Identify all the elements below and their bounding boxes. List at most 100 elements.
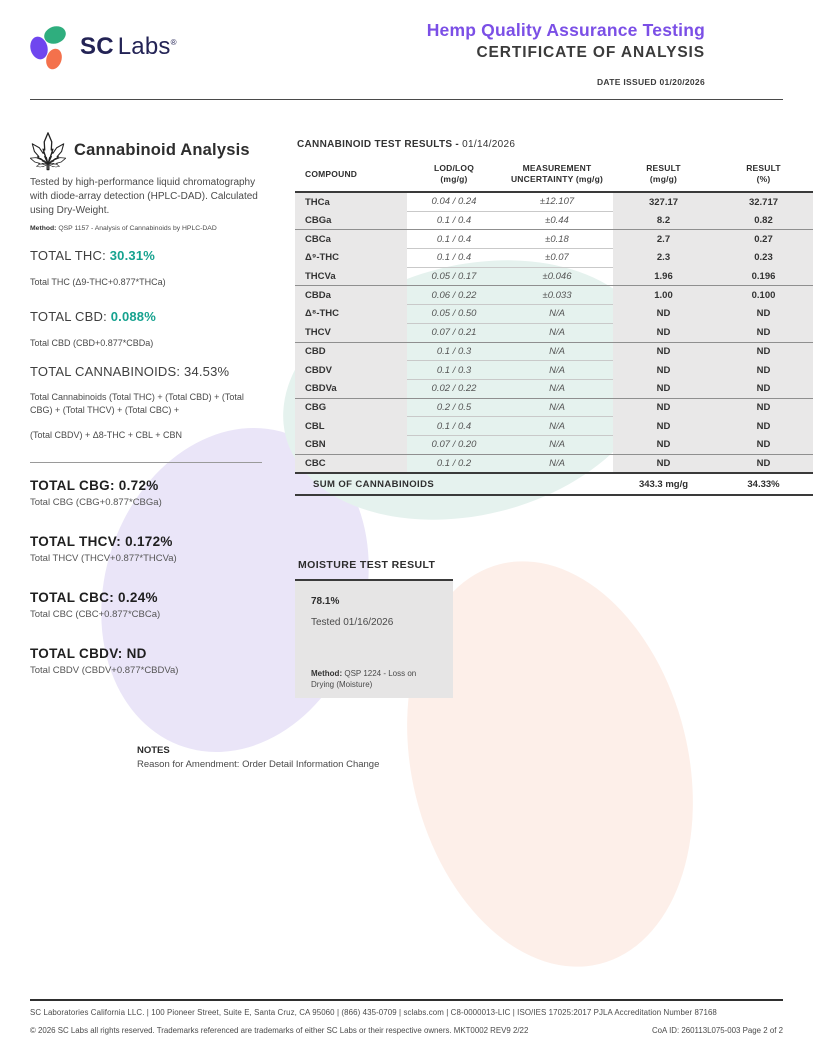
logo-labs: Labs <box>117 33 171 60</box>
total-cbdv-label: TOTAL CBDV: ND <box>30 646 147 661</box>
compound-cell: THCVa <box>295 267 407 287</box>
compound-cell: CBG <box>295 398 407 417</box>
result-mgg-cell: ND <box>613 454 714 474</box>
total-cannabinoids-formula-2: (Total CBDV) + Δ8-THC + CBL + CBN <box>30 430 182 440</box>
total-thcv-block: TOTAL THCV: 0.172% Total THCV (THCV+0.87… <box>30 534 262 564</box>
cannabinoid-analysis-section: Cannabinoid Analysis Tested by high-perf… <box>30 130 262 676</box>
sum-label: SUM OF CANNABINOIDS <box>295 472 613 497</box>
document-title: Hemp Quality Assurance Testing <box>426 20 705 40</box>
cannabis-leaf-icon <box>30 132 66 171</box>
result-pct-cell: 0.27 <box>714 229 813 249</box>
sum-result-mgg: 343.3 mg/g <box>613 472 714 497</box>
notes-section: NOTES Reason for Amendment: Order Detail… <box>137 745 379 770</box>
notes-title: NOTES <box>137 745 170 756</box>
result-mgg-cell: 1.96 <box>613 267 714 287</box>
document-subtitle: CERTIFICATE OF ANALYSIS <box>476 44 705 61</box>
lod-loq-cell: 0.1 / 0.4 <box>407 229 501 250</box>
column-header-compound: COMPOUND <box>295 160 407 193</box>
section-header: Cannabinoid Analysis <box>30 130 262 171</box>
total-cannabinoids-line: TOTAL CANNABINOIDS: 34.53% <box>30 364 230 379</box>
uncertainty-cell: ±0.033 <box>501 285 613 306</box>
left-column-divider <box>30 462 262 463</box>
lod-loq-cell: 0.07 / 0.21 <box>407 323 501 343</box>
uncertainty-cell: N/A <box>501 323 613 343</box>
table-title-date: 01/14/2026 <box>462 139 516 150</box>
method-label: Method: <box>30 225 57 232</box>
moisture-test-section: MOISTURE TEST RESULT 78.1% Tested 01/16/… <box>295 559 453 698</box>
result-mgg-cell: ND <box>613 398 714 417</box>
uncertainty-cell: N/A <box>501 454 613 474</box>
lod-loq-cell: 0.1 / 0.2 <box>407 454 501 474</box>
result-pct-cell: ND <box>714 454 813 474</box>
table-row: CBGa 0.1 / 0.4 ±0.44 8.2 0.82 <box>295 211 813 231</box>
total-thcv-label: TOTAL THCV: 0.172% <box>30 534 173 549</box>
total-thc-line: TOTAL THC: 30.31% <box>30 248 262 263</box>
moisture-method: Method: QSP 1224 - Loss on Drying (Moist… <box>311 668 437 690</box>
total-thc-value: 30.31% <box>109 248 156 263</box>
result-pct-cell: ND <box>714 379 813 399</box>
table-header: COMPOUND LOD/LOQ (mg/g) MEASUREMENT UNCE… <box>295 160 813 193</box>
footer-coa-id: CoA ID: 260113L075-003 Page 2 of 2 <box>651 1026 783 1035</box>
result-pct-cell: 0.100 <box>714 285 813 305</box>
result-pct-cell: ND <box>714 416 813 436</box>
result-mgg-cell: ND <box>613 360 714 380</box>
table-row: THCVa 0.05 / 0.17 ±0.046 1.96 0.196 <box>295 267 813 287</box>
compound-cell: CBDVa <box>295 379 407 399</box>
moisture-divider <box>295 579 453 581</box>
compound-cell: CBL <box>295 416 407 436</box>
table-row: CBD 0.1 / 0.3 N/A ND ND <box>295 342 813 362</box>
table-row: THCV 0.07 / 0.21 N/A ND ND <box>295 323 813 343</box>
uncertainty-cell: ±0.07 <box>501 248 613 268</box>
uncertainty-cell: N/A <box>501 304 613 324</box>
result-pct-cell: 0.82 <box>714 211 813 231</box>
cannabinoid-test-results-section: CANNABINOID TEST RESULTS - 01/14/2026 CO… <box>295 139 813 497</box>
moisture-tested-date: Tested 01/16/2026 <box>311 617 394 628</box>
lod-loq-cell: 0.1 / 0.3 <box>407 342 501 362</box>
compound-cell: THCV <box>295 323 407 343</box>
result-pct-cell: ND <box>714 435 813 455</box>
compound-cell: CBCa <box>295 229 407 249</box>
result-pct-cell: ND <box>714 360 813 380</box>
table-row: CBG 0.2 / 0.5 N/A ND ND <box>295 398 813 418</box>
registered-mark: ® <box>170 38 177 47</box>
lod-loq-cell: 0.06 / 0.22 <box>407 285 501 306</box>
table-row: Δ⁹-THC 0.1 / 0.4 ±0.07 2.3 0.23 <box>295 248 813 268</box>
result-mgg-cell: ND <box>613 379 714 399</box>
result-pct-cell: ND <box>714 398 813 417</box>
result-mgg-cell: 1.00 <box>613 285 714 305</box>
table-row: CBCa 0.1 / 0.4 ±0.18 2.7 0.27 <box>295 229 813 250</box>
lod-loq-cell: 0.02 / 0.22 <box>407 379 501 399</box>
result-mgg-cell: 8.2 <box>613 211 714 231</box>
column-header-result-pct: RESULT (%) <box>714 160 813 193</box>
column-header-result-mgg: RESULT (mg/g) <box>613 160 714 193</box>
moisture-method-text: QSP 1224 - Loss on Drying (Moisture) <box>311 669 417 689</box>
table-row: CBDV 0.1 / 0.3 N/A ND ND <box>295 360 813 380</box>
notes-text: Reason for Amendment: Order Detail Infor… <box>137 759 380 770</box>
moisture-method-label: Method: <box>311 669 343 678</box>
column-header-uncertainty: MEASUREMENT UNCERTAINTY (mg/g) <box>501 160 613 193</box>
compound-cell: CBN <box>295 435 407 455</box>
lod-loq-cell: 0.07 / 0.20 <box>407 435 501 455</box>
table-row: THCa 0.04 / 0.24 ±12.107 327.17 32.717 <box>295 192 813 212</box>
footer-lab-info: SC Laboratories California LLC. | 100 Pi… <box>30 1008 717 1017</box>
uncertainty-cell: ±0.18 <box>501 229 613 250</box>
result-pct-cell: ND <box>714 323 813 343</box>
total-cbg-block: TOTAL CBG: 0.72% Total CBG (CBG+0.877*CB… <box>30 478 262 508</box>
table-row: CBC 0.1 / 0.2 N/A ND ND <box>295 454 813 474</box>
total-thcv-formula: Total THCV (THCV+0.877*THCVa) <box>30 553 177 564</box>
uncertainty-cell: N/A <box>501 416 613 436</box>
table-row: CBN 0.07 / 0.20 N/A ND ND <box>295 435 813 455</box>
header-divider <box>30 99 783 100</box>
cannabinoid-method: Method: QSP 1157 - Analysis of Cannabino… <box>30 225 262 232</box>
compound-cell: CBD <box>295 342 407 361</box>
uncertainty-cell: ±0.44 <box>501 211 613 231</box>
total-cbg-formula: Total CBG (CBG+0.877*CBGa) <box>30 497 162 508</box>
lod-loq-cell: 0.2 / 0.5 <box>407 398 501 418</box>
result-pct-cell: 0.23 <box>714 248 813 268</box>
uncertainty-cell: N/A <box>501 360 613 380</box>
uncertainty-cell: N/A <box>501 342 613 362</box>
sum-of-cannabinoids-row: SUM OF CANNABINOIDS 343.3 mg/g 34.33% <box>295 472 813 497</box>
compound-cell: Δ⁸-THC <box>295 304 407 324</box>
compound-cell: Δ⁹-THC <box>295 248 407 268</box>
